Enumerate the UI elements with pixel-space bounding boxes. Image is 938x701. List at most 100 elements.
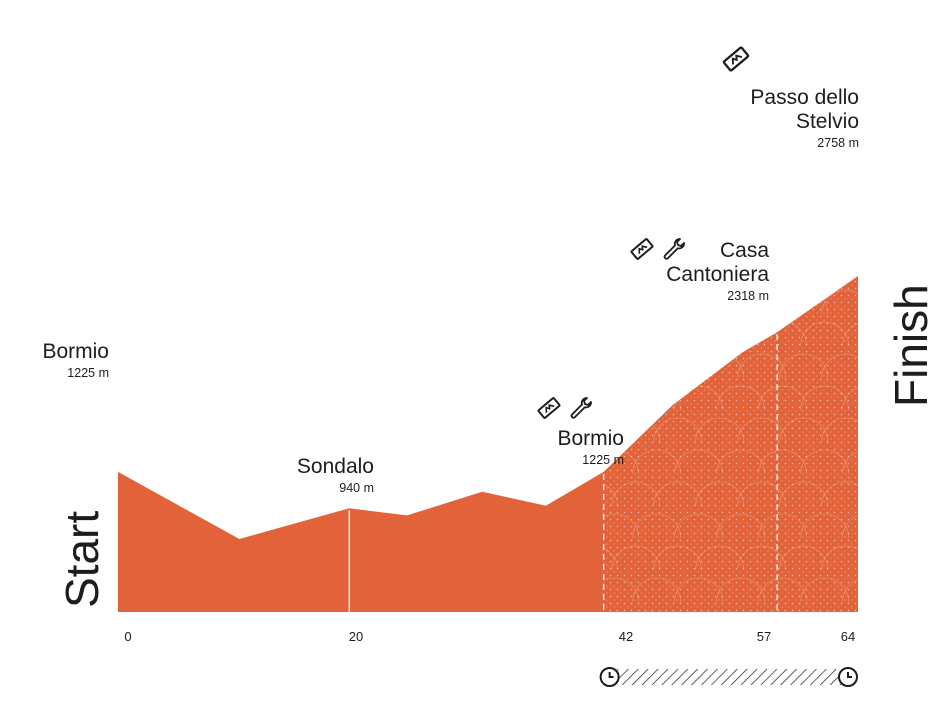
climb-scale-arc — [674, 577, 724, 603]
marker-elevation: 940 m — [339, 481, 374, 496]
climb-scale-arc — [906, 226, 938, 250]
climb-scale-arc — [674, 321, 724, 347]
climb-scale-arc — [737, 545, 787, 571]
climb-scale-arc — [800, 276, 850, 283]
climb-scale-arc — [885, 258, 933, 282]
climb-scale-arc — [779, 545, 829, 571]
climb-scale-arc — [842, 276, 858, 283]
climb-scale-arc — [885, 450, 933, 474]
climb-scale-arc — [927, 578, 938, 602]
climb-scale-arc — [842, 385, 858, 411]
marker-icons-casa-cantoniera — [629, 236, 687, 262]
climb-scale-arc — [864, 418, 912, 442]
climb-scale-arc — [716, 321, 766, 347]
x-tick-label: 20 — [348, 629, 364, 644]
climb-scale-arc — [800, 577, 850, 603]
climb-scale-arc — [603, 385, 640, 411]
climb-scale-arc — [800, 449, 850, 475]
climb-scale-arc — [674, 513, 724, 539]
timing-end-icon — [838, 667, 858, 687]
climb-scale-arc — [737, 417, 787, 443]
marker-name: Sondalo — [296, 455, 374, 478]
climb-scale-arc — [821, 545, 858, 571]
climb-scale-arc — [906, 482, 938, 506]
finish-icons — [721, 44, 751, 74]
climb-scale-arc — [906, 418, 938, 442]
wrench-icon — [661, 236, 687, 262]
start-label: Start — [56, 510, 108, 608]
marker-elevation: 1225 m — [582, 453, 624, 468]
climb-scale-arc — [779, 353, 829, 379]
climb-scale-arc — [653, 481, 703, 507]
climb-scale-arc — [758, 385, 808, 411]
climb-scale-arc — [821, 353, 858, 379]
climb-scale-arc — [603, 353, 619, 379]
climb-scale-arc — [927, 514, 938, 538]
climb-scale-arc — [737, 353, 787, 379]
climb-scale-arc — [800, 321, 850, 347]
x-tick-label: 42 — [618, 629, 634, 644]
climb-scale-arc — [758, 449, 808, 475]
feed-zone-icon — [629, 236, 655, 262]
marker-label-sondalo: Sondalo 940 m — [297, 455, 374, 496]
climb-scale-arc — [906, 546, 938, 570]
climb-scale-arc — [927, 450, 938, 474]
climb-scale-arc — [821, 481, 858, 507]
climb-scale-arc — [695, 545, 745, 571]
timing-start-icon — [599, 667, 620, 687]
climb-scale-arc — [821, 417, 858, 443]
climb-scale-arc — [842, 513, 858, 539]
climb-scale-arc — [780, 226, 828, 250]
climb-scale-arc — [653, 545, 703, 571]
climb-scale-arc — [885, 514, 933, 538]
climb-scale-arc — [653, 417, 703, 443]
x-tick-label: 64 — [840, 629, 856, 644]
climb-scale-arc — [603, 481, 619, 507]
marker-name: Bormio — [557, 427, 624, 450]
climb-scale-arc — [842, 449, 858, 475]
climb-scale-arc — [632, 577, 682, 603]
feed-zone-icon — [536, 395, 562, 421]
climb-scale-arc — [800, 513, 850, 539]
marker-icons-bormio — [536, 395, 594, 421]
finish-point-label: Passo dello Stelvio 2758 m — [699, 86, 859, 151]
climb-scale-arc — [611, 353, 661, 379]
climb-scale-arc — [885, 578, 933, 602]
climb-scale-arc — [800, 385, 850, 411]
climb-scale-arc — [653, 353, 703, 379]
start-elevation: 1225 m — [67, 366, 109, 381]
climb-scale-arc — [779, 481, 829, 507]
climb-scale-arc — [632, 321, 682, 347]
climb-scale-arc — [716, 577, 766, 603]
feed-zone-icon — [721, 44, 751, 74]
climb-scale-arc — [842, 577, 858, 603]
timed-segment — [599, 667, 858, 687]
climb-scale-arc — [632, 513, 682, 539]
finish-label: Finish — [885, 284, 937, 407]
climb-scale-arc — [716, 385, 766, 411]
marker-lines — [348, 334, 778, 612]
x-tick-label: 57 — [756, 629, 772, 644]
climb-scale-arc — [842, 321, 858, 347]
climb-scale-arc — [695, 417, 745, 443]
climb-scale-arc — [864, 546, 912, 570]
timed-segment-hatch — [611, 669, 844, 685]
climb-scale-arc — [716, 449, 766, 475]
climb-scale-arc — [864, 226, 912, 250]
climb-scale-arc — [758, 513, 808, 539]
climb-scale-arc — [611, 481, 661, 507]
start-point-label: Bormio 1225 m — [42, 340, 109, 381]
climb-scale-arc — [603, 513, 640, 539]
climb-scale-arc — [674, 449, 724, 475]
climb-scale-arc — [695, 481, 745, 507]
climb-scale-arc — [927, 258, 938, 282]
marker-label-casa-cantoniera: Casa Cantoniera 2318 m — [609, 239, 769, 304]
climb-scale-arc — [821, 289, 858, 315]
climb-scale-arc — [603, 577, 640, 603]
climb-scale-arc — [737, 481, 787, 507]
climb-scale-arc — [632, 449, 682, 475]
marker-name: Casa Cantoniera — [666, 239, 769, 287]
finish-name: Passo dello Stelvio — [750, 86, 859, 134]
finish-elevation: 2758 m — [817, 136, 859, 151]
